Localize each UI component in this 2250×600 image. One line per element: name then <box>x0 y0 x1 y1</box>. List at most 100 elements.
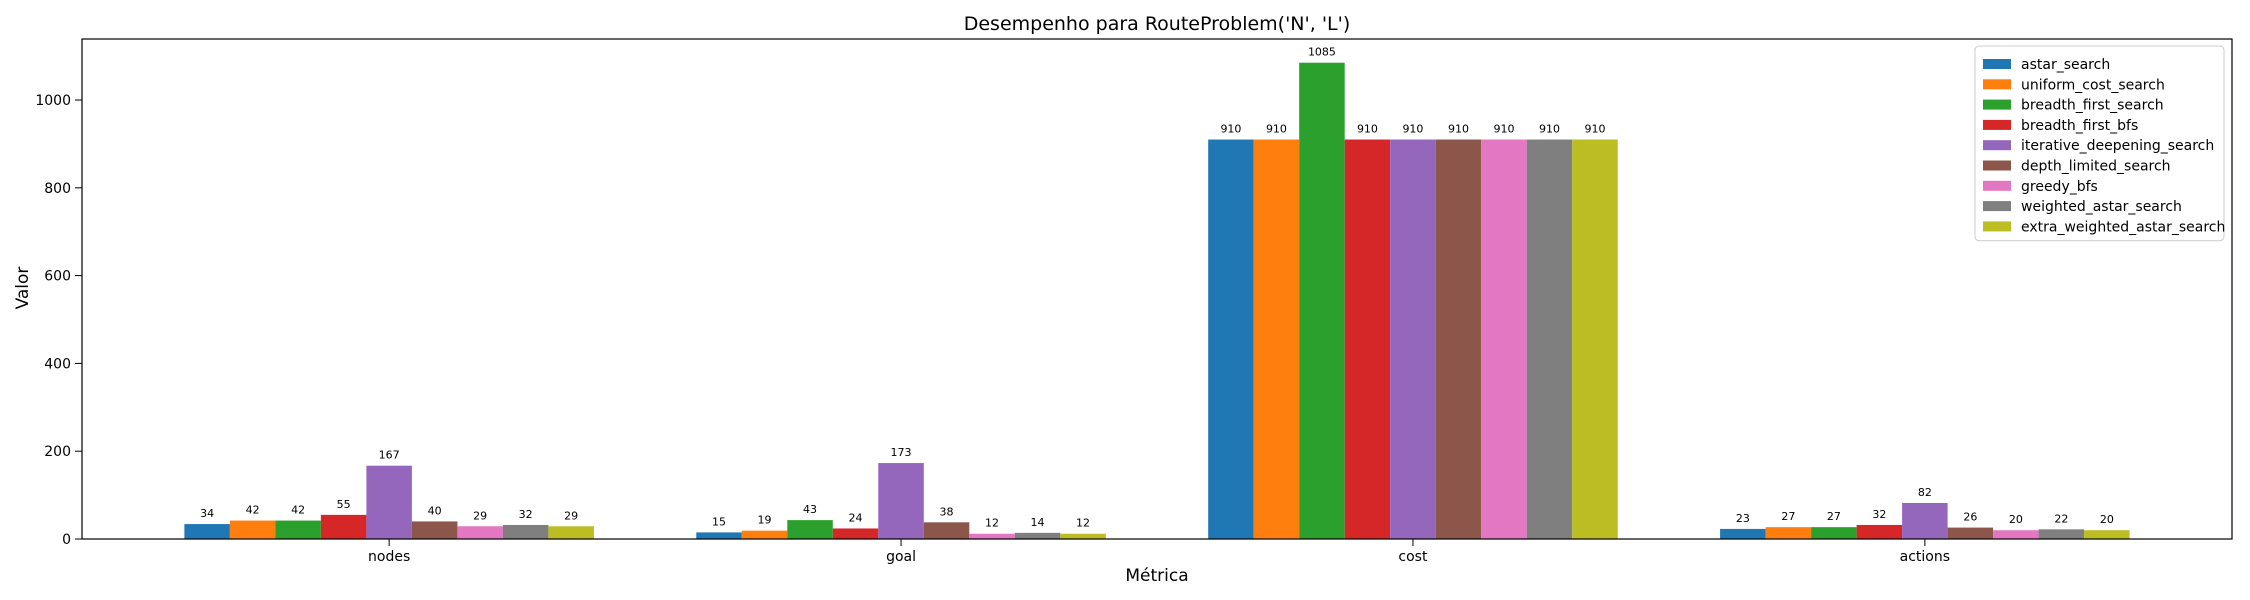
bar-depth_limited_search-goal <box>923 522 970 539</box>
legend-swatch <box>1983 221 2011 232</box>
bar-astar_search-actions <box>1720 528 1766 539</box>
bar-breadth_first_search-cost <box>1299 62 1345 539</box>
x-axis-ticks: nodes goal cost actions <box>368 539 1950 565</box>
data-label: 27 <box>1827 510 1841 523</box>
data-label: 910 <box>1220 123 1241 136</box>
data-label: 26 <box>1963 511 1977 524</box>
bar-breadth_first_bfs-cost <box>1344 139 1391 539</box>
legend-swatch <box>1983 201 2011 212</box>
legend-swatch <box>1983 140 2011 151</box>
y-axis-ticks: 0 200 400 600 800 1000 <box>35 93 82 548</box>
data-label: 34 <box>200 507 214 520</box>
bar-breadth_first_bfs-goal <box>832 528 879 539</box>
bar-breadth_first_search-actions <box>1811 527 1857 539</box>
bar-depth_limited_search-actions <box>1947 527 1994 539</box>
data-label: 23 <box>1736 512 1750 525</box>
x-tick-label: cost <box>1398 549 1428 565</box>
legend-swatch <box>1983 79 2011 90</box>
bar-extra_weighted_astar_search-nodes <box>548 526 594 539</box>
data-label: 32 <box>519 508 533 521</box>
bar-greedy_bfs-cost <box>1481 139 1527 539</box>
bar-weighted_astar_search-cost <box>1526 139 1573 539</box>
legend-entry-label: uniform_cost_search <box>2021 77 2165 93</box>
legend-entry-label: extra_weighted_astar_search <box>2021 219 2225 235</box>
y-axis-label: Valor <box>13 267 33 310</box>
data-label: 43 <box>803 503 817 516</box>
bar-astar_search-goal <box>696 532 742 539</box>
bar-iterative_deepening_search-goal <box>878 463 924 539</box>
bar-depth_limited_search-nodes <box>411 521 458 539</box>
legend-entry-label: breadth_first_search <box>2021 98 2164 114</box>
legend-swatch <box>1983 119 2011 130</box>
bar-breadth_first_bfs-actions <box>1856 524 1903 539</box>
data-label: 910 <box>1357 123 1378 136</box>
legend-swatch <box>1983 99 2011 110</box>
bar-uniform_cost_search-goal <box>741 530 788 539</box>
bar-extra_weighted_astar_search-actions <box>2084 530 2130 539</box>
bar-weighted_astar_search-nodes <box>502 524 549 539</box>
bar-extra_weighted_astar_search-cost <box>1572 139 1618 539</box>
bar-astar_search-nodes <box>184 524 230 539</box>
chart-title: Desempenho para RouteProblem('N', 'L') <box>964 13 1351 35</box>
y-tick-label: 0 <box>62 532 71 548</box>
x-tick-label: nodes <box>368 549 410 565</box>
data-label: 40 <box>428 504 442 517</box>
data-label: 173 <box>891 446 912 459</box>
data-label: 910 <box>1493 123 1514 136</box>
x-tick-label: goal <box>886 549 916 565</box>
legend-entry-label: depth_limited_search <box>2021 159 2171 175</box>
legend-swatch <box>1983 180 2011 191</box>
y-tick-label: 1000 <box>35 93 71 109</box>
y-tick-label: 400 <box>44 356 71 372</box>
bar-depth_limited_search-cost <box>1435 139 1482 539</box>
data-label: 1085 <box>1308 46 1336 59</box>
data-label: 82 <box>1918 486 1932 499</box>
bar-greedy_bfs-nodes <box>457 526 503 539</box>
bar-breadth_first_search-goal <box>787 520 833 539</box>
data-label: 14 <box>1031 516 1045 529</box>
legend-entry-label: breadth_first_bfs <box>2021 118 2138 134</box>
data-label: 20 <box>2009 513 2023 526</box>
bar-uniform_cost_search-nodes <box>229 520 276 539</box>
data-label: 42 <box>291 504 305 517</box>
data-label: 910 <box>1584 123 1605 136</box>
bar-breadth_first_search-nodes <box>275 520 321 539</box>
data-label: 29 <box>473 509 487 522</box>
data-label: 27 <box>1781 510 1795 523</box>
legend-entry-label: iterative_deepening_search <box>2021 138 2214 154</box>
legend-entry-label: greedy_bfs <box>2021 179 2098 195</box>
legend-entry-label: astar_search <box>2021 57 2110 73</box>
plot-frame <box>81 38 2233 540</box>
bar-greedy_bfs-goal <box>969 533 1015 539</box>
bar-uniform_cost_search-actions <box>1765 527 1812 539</box>
legend-swatch <box>1983 160 2011 171</box>
data-label: 20 <box>2100 513 2114 526</box>
bar-series-group <box>184 62 2130 539</box>
data-label: 12 <box>1076 517 1090 530</box>
data-label: 55 <box>337 498 351 511</box>
bar-iterative_deepening_search-actions <box>1902 503 1948 539</box>
legend-entry-label: weighted_astar_search <box>2021 199 2182 215</box>
bar-iterative_deepening_search-cost <box>1390 139 1436 539</box>
data-label: 32 <box>1872 508 1886 521</box>
data-label: 42 <box>246 504 260 517</box>
data-label: 910 <box>1402 123 1423 136</box>
bar-iterative_deepening_search-nodes <box>366 465 412 539</box>
data-label: 24 <box>849 511 863 524</box>
data-label: 29 <box>564 509 578 522</box>
data-label: 15 <box>712 515 726 528</box>
data-label: 12 <box>985 517 999 530</box>
x-axis-label: Métrica <box>1125 566 1188 586</box>
data-label: 167 <box>379 449 400 462</box>
data-label: 38 <box>940 505 954 518</box>
data-label: 22 <box>2054 512 2068 525</box>
legend: astar_search uniform_cost_search breadth_f… <box>1974 45 2225 242</box>
y-tick-label: 600 <box>44 269 71 285</box>
bar-extra_weighted_astar_search-goal <box>1060 533 1106 539</box>
legend-frame <box>1974 45 2225 242</box>
bar-breadth_first_bfs-nodes <box>320 514 367 539</box>
legend-swatch <box>1983 59 2011 69</box>
bar-weighted_astar_search-goal <box>1014 532 1061 539</box>
